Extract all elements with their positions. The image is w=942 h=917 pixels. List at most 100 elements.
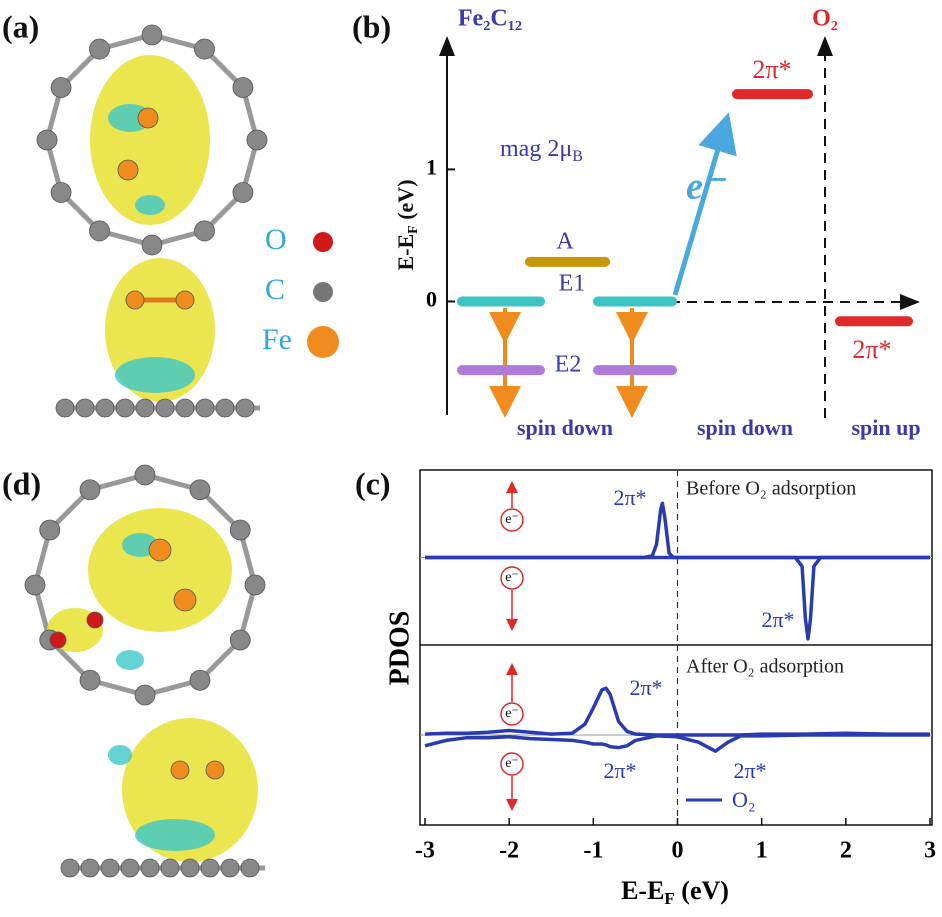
atom bbox=[220, 858, 240, 878]
electron-circle bbox=[500, 566, 524, 590]
atom bbox=[36, 129, 58, 151]
label-part: E-E bbox=[393, 234, 418, 271]
title-left: Fe₂C₁₂ bbox=[458, 6, 522, 32]
atom bbox=[155, 398, 175, 418]
x-tick-label: 2 bbox=[840, 838, 852, 864]
peak-label: 2π* bbox=[613, 485, 646, 510]
atom bbox=[148, 538, 172, 562]
x-tick-label: 3 bbox=[924, 838, 936, 864]
density-blob bbox=[116, 650, 144, 670]
atom bbox=[134, 684, 156, 706]
atom-icon bbox=[313, 282, 333, 302]
y-axis-label: E-EF (eV) bbox=[393, 179, 421, 270]
atom bbox=[189, 479, 211, 501]
atom bbox=[194, 38, 215, 60]
x-axis-label: E-EF (eV) bbox=[621, 876, 729, 908]
electron-circle bbox=[500, 752, 524, 776]
legend-label: Fe bbox=[262, 323, 292, 356]
x-tick-label: 0 bbox=[672, 838, 684, 864]
chart-title: Before O₂ adsorption bbox=[686, 478, 856, 500]
atom bbox=[49, 631, 67, 649]
electron-circle bbox=[500, 702, 524, 726]
atom bbox=[173, 588, 197, 612]
atom bbox=[194, 220, 215, 242]
annotation: mag 2μB bbox=[500, 136, 583, 165]
atom bbox=[229, 519, 251, 541]
label-part: F bbox=[406, 225, 421, 234]
density-blob bbox=[108, 745, 132, 765]
electron-label: e⁻ bbox=[505, 706, 519, 721]
atom bbox=[95, 398, 115, 418]
density-blob bbox=[115, 357, 195, 393]
atom bbox=[89, 38, 110, 60]
atom bbox=[135, 398, 155, 418]
legend-label: O₂ bbox=[732, 787, 756, 812]
atom bbox=[189, 669, 211, 691]
atom bbox=[134, 464, 156, 486]
atom bbox=[55, 398, 75, 418]
level-label: E2 bbox=[555, 352, 582, 378]
peak-label: 2π* bbox=[603, 758, 636, 783]
spin-label: spin down bbox=[697, 415, 793, 440]
y-tick-label: 0 bbox=[426, 286, 437, 311]
label-part: B bbox=[572, 148, 583, 165]
panel-label: (c) bbox=[355, 465, 391, 501]
y-axis-label: PDOS bbox=[384, 611, 415, 686]
atom bbox=[117, 159, 139, 181]
atom bbox=[141, 234, 163, 256]
label-part: E-E bbox=[621, 876, 664, 905]
atom bbox=[215, 398, 235, 418]
density-blob bbox=[88, 508, 232, 632]
density-blob bbox=[135, 819, 215, 851]
x-tick-label: -3 bbox=[415, 838, 435, 864]
density-blob bbox=[90, 55, 210, 225]
plot-frame bbox=[419, 469, 933, 826]
atom bbox=[86, 611, 104, 629]
label-part: (eV) bbox=[393, 179, 418, 225]
legend-label: O bbox=[265, 223, 287, 256]
panel-label: (a) bbox=[2, 8, 39, 44]
atom-legend: O C Fe bbox=[262, 223, 339, 358]
atom bbox=[141, 24, 163, 46]
atom bbox=[160, 858, 180, 878]
atom bbox=[205, 760, 225, 780]
atom bbox=[80, 858, 100, 878]
level-label: 2π* bbox=[752, 55, 791, 84]
title-right: O₂ bbox=[812, 6, 838, 32]
transfer-arrow bbox=[672, 112, 737, 296]
atom bbox=[232, 77, 254, 98]
electron-label: e⁻ bbox=[505, 756, 519, 771]
spin-label: spin up bbox=[851, 415, 920, 440]
panel-label: (b) bbox=[352, 8, 391, 44]
atom bbox=[240, 858, 260, 878]
atom bbox=[175, 398, 195, 418]
label-part: F bbox=[664, 889, 674, 908]
legend-label: C bbox=[265, 273, 285, 306]
x-tick-label: 1 bbox=[756, 838, 768, 864]
y-tick-label: 1 bbox=[426, 154, 437, 179]
peak-label: 2π* bbox=[761, 607, 794, 632]
atom-icon bbox=[307, 326, 339, 358]
atom bbox=[125, 290, 145, 310]
atom bbox=[100, 858, 120, 878]
level-label: A bbox=[556, 229, 574, 255]
panel-b: Fe₂C₁₂ O₂ E-EF (eV) mag 2μB e⁻ bbox=[393, 6, 920, 418]
electron-label: e⁻ bbox=[505, 570, 519, 585]
atom bbox=[175, 290, 195, 310]
pdos-line bbox=[425, 555, 930, 641]
atom bbox=[50, 77, 72, 98]
pdos-line bbox=[424, 733, 930, 753]
atom bbox=[50, 182, 72, 203]
chart-title: After O₂ adsorption bbox=[686, 656, 844, 678]
atom bbox=[195, 398, 215, 418]
label-part: mag 2μ bbox=[500, 136, 572, 162]
atom bbox=[170, 760, 190, 780]
atom bbox=[120, 858, 140, 878]
atom bbox=[140, 858, 160, 878]
electron-label: e⁻ bbox=[686, 166, 727, 208]
electron-circle bbox=[500, 508, 524, 532]
electron-label: e⁻ bbox=[505, 512, 519, 527]
panel-c: PDOS E-EF (eV) Before O₂ adsorption Afte… bbox=[384, 469, 933, 908]
atom-icon bbox=[313, 232, 333, 252]
